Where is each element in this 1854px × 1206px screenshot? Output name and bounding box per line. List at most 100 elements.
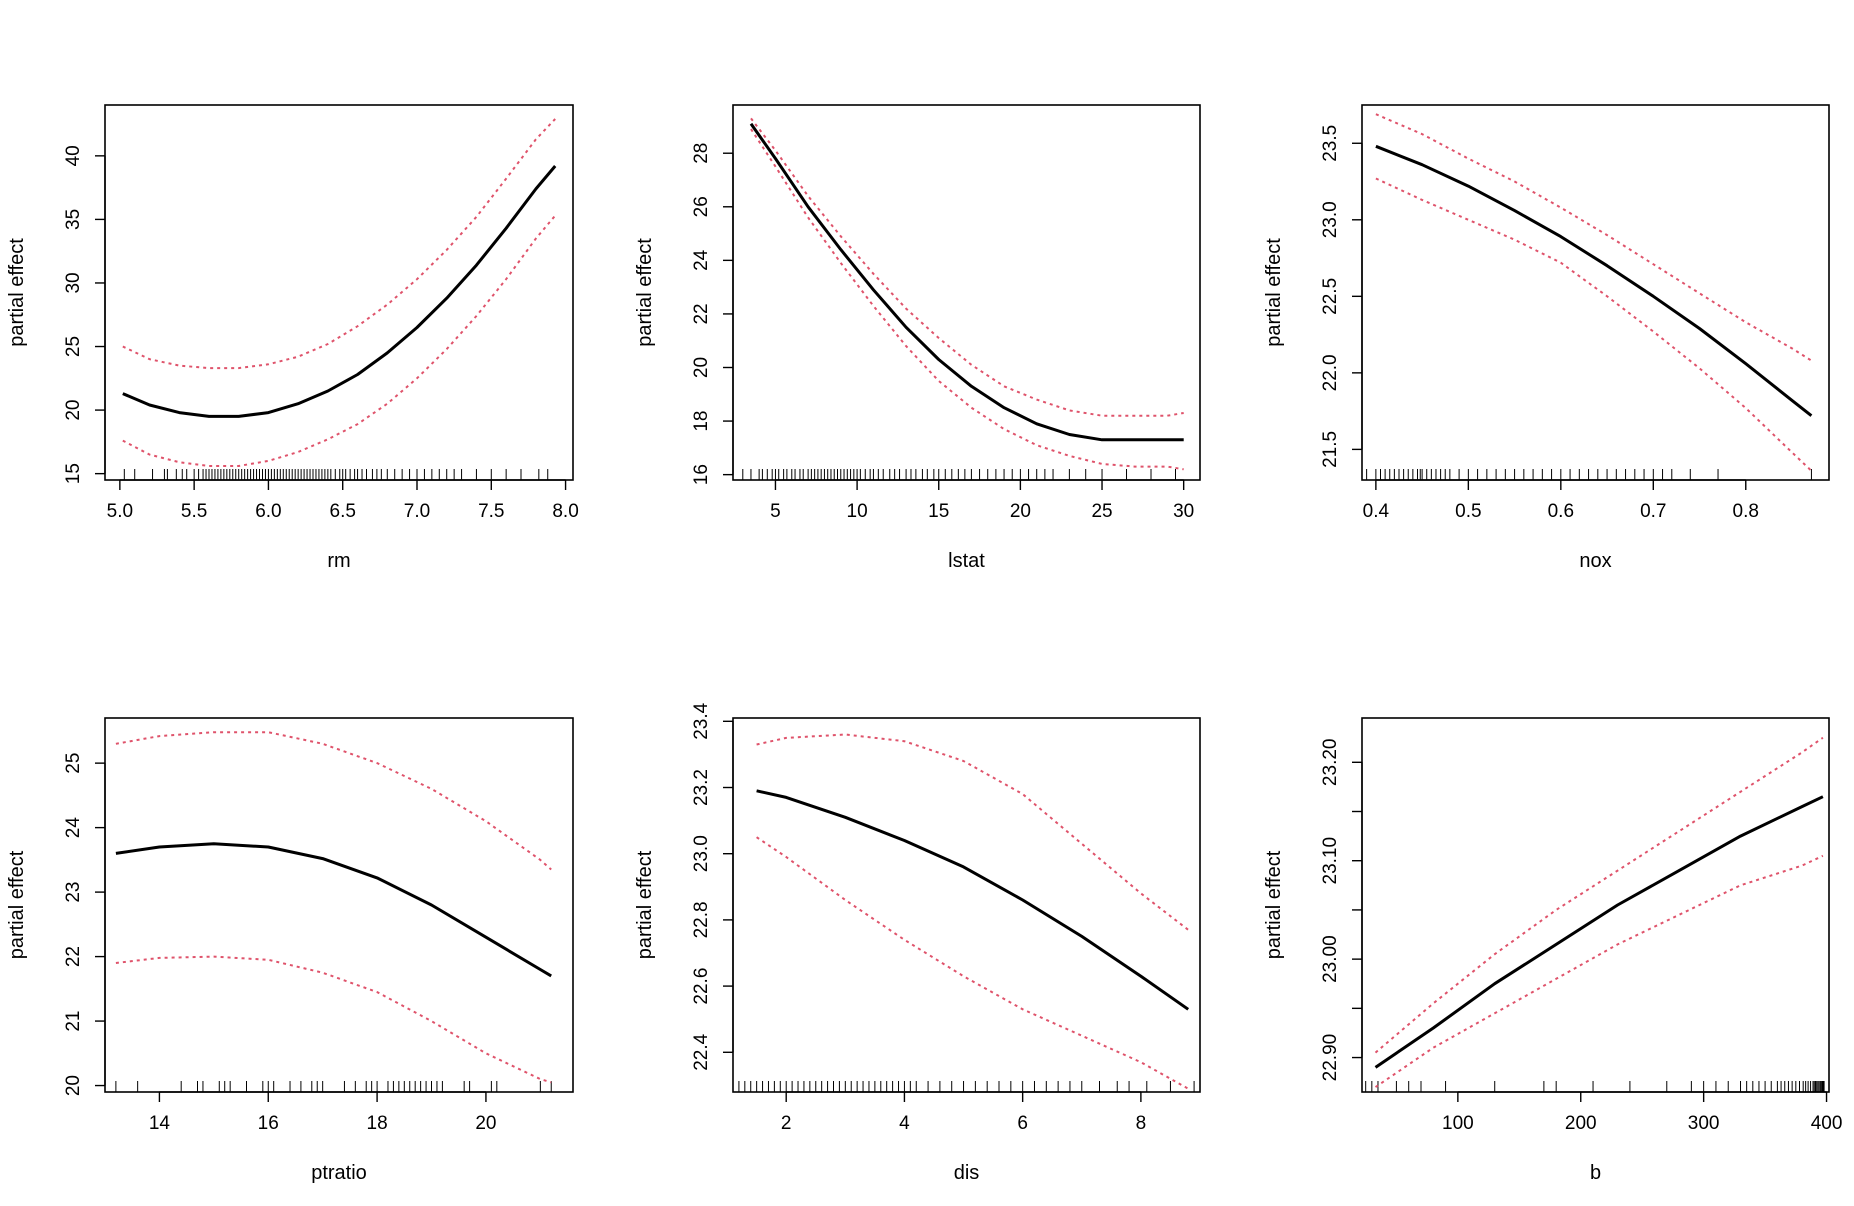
chart-3-fit-line	[115, 842, 552, 978]
chart-3-y-tick-label: 24	[63, 817, 84, 839]
chart-4-y-tick-label: 23.2	[691, 769, 712, 806]
chart-4-x-tick-label: 4	[899, 1113, 910, 1134]
chart-1-y-tick-label: 18	[691, 411, 712, 432]
chart-3-y-tick-label: 25	[63, 753, 84, 774]
chart-4-y-axis-title: partial effect	[634, 850, 656, 959]
chart-5-y-axis-title: partial effect	[1263, 850, 1285, 959]
chart-0-x-tick-label: 6.0	[255, 501, 281, 522]
chart-2-y-tick-label: 21.5	[1320, 431, 1341, 468]
chart-2-y-tick-label: 23.5	[1320, 125, 1341, 162]
chart-3-y-tick-label: 21	[63, 1010, 84, 1031]
chart-0-x-tick-label: 5.0	[107, 501, 133, 522]
chart-2-x-tick-label: 0.5	[1455, 501, 1481, 522]
chart-5-upper-band-line	[1374, 736, 1824, 1054]
chart-0-y-axis-title: partial effect	[6, 238, 28, 347]
chart-3-y-tick-label: 20	[63, 1075, 84, 1096]
chart-3-x-tick-label: 14	[149, 1113, 171, 1134]
chart-1-y-axis-title: partial effect	[634, 238, 656, 347]
chart-3-lower-band-line	[115, 955, 552, 1084]
chart-2-x-tick-label: 0.8	[1733, 501, 1759, 522]
chart-3-x-tick-label: 18	[367, 1113, 388, 1134]
chart-4-y-tick-label: 22.4	[691, 1033, 712, 1070]
chart-0-y-tick-label: 35	[63, 209, 84, 230]
chart-3-x-axis-title: ptratio	[311, 1162, 367, 1184]
chart-0-plot-frame	[104, 104, 574, 481]
chart-0-fit-line	[122, 165, 557, 418]
chart-2-x-tick-label: 0.4	[1363, 501, 1390, 522]
chart-3-x-tick-label: 20	[475, 1113, 496, 1134]
chart-4-x-axis-title: dis	[954, 1162, 980, 1184]
chart-5-x-tick-label: 100	[1442, 1113, 1474, 1134]
chart-4-y-tick-label: 22.8	[691, 901, 712, 938]
chart-4-x-tick-label: 6	[1017, 1113, 1028, 1134]
chart-3-y-tick-label: 22	[63, 946, 84, 967]
chart-4-y-tick-label: 22.6	[691, 968, 712, 1005]
chart-1-y-tick-label: 28	[691, 143, 712, 164]
chart-1-plot-frame	[732, 104, 1201, 481]
panel-ptratio: 14 16 18 20 20 21 22 23 24 25 ptratio partial effec…	[6, 717, 574, 1184]
chart-1-x-tick-label: 10	[847, 501, 868, 522]
panel-dis: 2 4 6 8 22.4 22.6 22.8 23.0 23.2 23.4 dis partial e…	[634, 702, 1201, 1184]
chart-4-fit-line	[756, 789, 1190, 1011]
chart-1-fit-line	[749, 122, 1184, 442]
chart-5-lower-band-line	[1374, 854, 1824, 1088]
chart-1-y-tick-label: 22	[691, 303, 712, 324]
chart-4-plot-frame	[732, 717, 1201, 1093]
chart-1-upper-band-line	[750, 117, 1184, 417]
chart-2-y-axis-title: partial effect	[1263, 238, 1285, 347]
chart-4-y-tick-label: 23.0	[691, 835, 712, 872]
chart-2-fit-line	[1375, 144, 1813, 417]
chart-0-y-tick-label: 30	[63, 272, 84, 293]
chart-1-x-tick-label: 15	[928, 501, 949, 522]
chart-0-x-tick-label: 7.0	[404, 501, 430, 522]
chart-0-y-tick-label: 20	[63, 400, 84, 421]
chart-0-y-tick-label: 40	[63, 145, 84, 166]
chart-2-y-tick-label: 22.5	[1320, 278, 1341, 315]
chart-3-y-axis-title: partial effect	[6, 850, 28, 959]
chart-1-x-tick-label: 25	[1091, 501, 1112, 522]
chart-5-fit-line	[1374, 795, 1824, 1069]
chart-1-y-tick-label: 26	[691, 196, 712, 217]
chart-3-upper-band-line	[115, 731, 552, 871]
chart-0-x-tick-label: 7.5	[478, 501, 504, 522]
chart-5-y-tick-label: 23.20	[1320, 739, 1341, 787]
chart-5-y-tick-label: 23.00	[1320, 935, 1341, 983]
chart-5-x-tick-label: 400	[1811, 1113, 1843, 1134]
chart-0-x-axis-title: rm	[327, 550, 350, 572]
chart-4-y-tick-label: 23.4	[691, 702, 712, 739]
chart-1-y-tick-label: 16	[691, 464, 712, 485]
chart-3-plot-frame	[104, 717, 574, 1093]
chart-1-y-tick-label: 24	[691, 249, 712, 271]
chart-2-x-tick-label: 0.6	[1548, 501, 1574, 522]
chart-0-upper-band-line	[122, 118, 556, 370]
chart-2-plot-frame	[1361, 104, 1830, 481]
panel-lstat: 5 10 15 20 25 30 16 18 20 22 24 26 28 lstat partial ef…	[634, 104, 1201, 572]
chart-1-x-tick-label: 5	[770, 501, 781, 522]
chart-3-x-tick-label: 16	[258, 1113, 279, 1134]
chart-2-x-tick-label: 0.7	[1640, 501, 1666, 522]
chart-0-x-tick-label: 6.5	[330, 501, 356, 522]
chart-5-x-tick-label: 300	[1688, 1113, 1720, 1134]
chart-5-y-tick-label: 22.90	[1320, 1034, 1341, 1082]
chart-1-x-tick-label: 20	[1010, 501, 1031, 522]
panel-rm: 5.0 5.5 6.0 6.5 7.0 7.5 8.0 15 20 25 30 35 40 rm parti…	[6, 104, 579, 572]
panel-b: 100 200 300 400 22.90 23.00 23.10 23.20 b partial…	[1263, 717, 1843, 1184]
chart-5-y-tick-label: 23.10	[1320, 837, 1341, 885]
chart-0-y-tick-label: 15	[63, 463, 84, 484]
panel-nox: 0.4 0.5 0.6 0.7 0.8 21.5 22.0 22.5 23.0 23.5 nox pa…	[1263, 104, 1830, 572]
chart-4-x-tick-label: 2	[781, 1113, 792, 1134]
chart-1-y-tick-label: 20	[691, 357, 712, 378]
chart-0-x-tick-label: 5.5	[181, 501, 207, 522]
chart-3-y-tick-label: 23	[63, 882, 84, 903]
chart-5-x-axis-title: b	[1590, 1162, 1601, 1184]
chart-4-upper-band-line	[756, 733, 1189, 931]
chart-0-x-tick-label: 8.0	[552, 501, 578, 522]
chart-5-plot-frame	[1361, 717, 1830, 1093]
chart-2-x-axis-title: nox	[1579, 550, 1611, 572]
chart-4-x-tick-label: 8	[1136, 1113, 1147, 1134]
chart-5-x-tick-label: 200	[1565, 1113, 1597, 1134]
chart-1-lower-band-line	[750, 128, 1184, 471]
chart-2-lower-band-line	[1375, 177, 1813, 472]
chart-1-x-tick-label: 30	[1173, 501, 1194, 522]
